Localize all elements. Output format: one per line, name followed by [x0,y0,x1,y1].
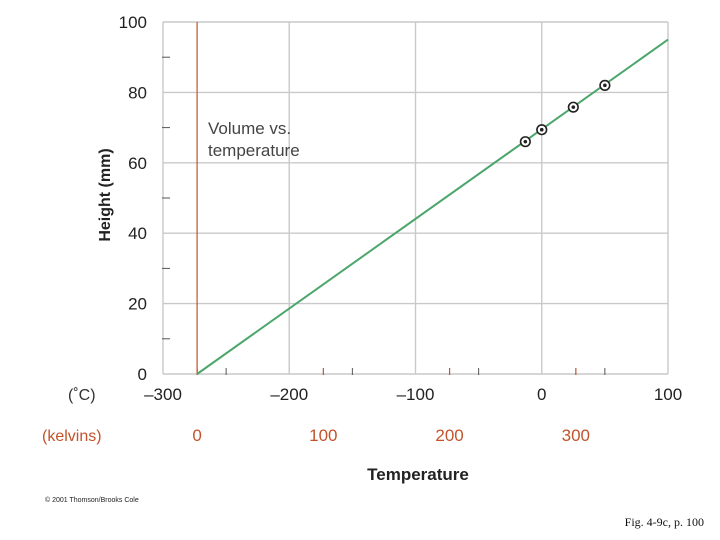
y-tick-label: 60 [128,154,147,173]
x-axis-label: Temperature [367,465,469,484]
kelvin-tick-label: 100 [309,426,337,445]
data-point [599,79,611,91]
x-tick-label: –200 [270,385,308,404]
kelvin-tick-labels: 0 100 200 300 [192,426,590,445]
y-tick-label: 0 [138,365,147,384]
y-tick-label: 40 [128,224,147,243]
data-point [567,101,579,113]
annotation-line-1: Volume vs. [208,119,291,138]
kelvin-tick-label: 0 [192,426,201,445]
copyright-text: © 2001 Thomson/Brooks Cole [45,497,139,504]
x-tick-label: –100 [397,385,435,404]
fit-line [196,38,669,375]
y-axis-label: Height (mm) [97,148,114,241]
figure-reference: Fig. 4-9c, p. 100 [624,515,704,529]
data-point [536,124,548,136]
x-tick-label: 100 [654,385,682,404]
y-tick-labels: 0 20 40 60 80 100 [119,13,147,384]
kelvin-tick-label: 300 [562,426,590,445]
kelvin-unit-label: (kelvins) [42,428,102,445]
x-tick-labels: –300 –200 –100 0 100 [144,385,682,404]
grid [162,21,669,375]
x-tick-label: 0 [537,385,546,404]
celsius-unit-label: (˚C) [68,387,96,404]
data-point-dot [603,83,607,88]
data-points [519,79,611,148]
y-tick-label: 100 [119,13,147,32]
data-point-dot [523,139,528,144]
data-point [519,136,531,148]
data-point-dot [539,127,544,132]
kelvin-tick-label: 200 [435,426,463,445]
x-tick-label: –300 [144,385,182,404]
y-tick-label: 20 [128,295,147,314]
data-point-dot [571,105,576,109]
y-tick-label: 80 [128,83,147,102]
annotation-line-2: temperature [208,141,300,160]
minor-ticks [162,56,606,375]
